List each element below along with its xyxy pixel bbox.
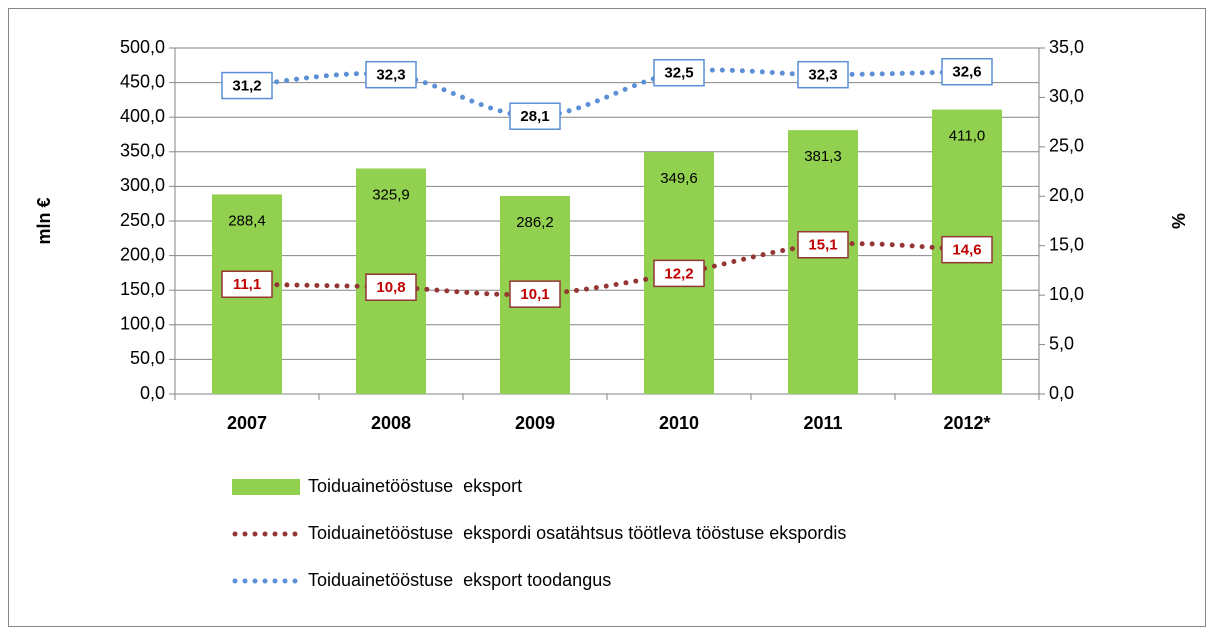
bar-value-label: 411,0: [949, 128, 985, 145]
y2-axis-title: %: [1169, 213, 1189, 229]
y-tick-label: 500,0: [120, 37, 165, 57]
y-tick-label: 400,0: [120, 106, 165, 126]
data-label-box: [221, 71, 273, 100]
chart-frame: [8, 8, 1206, 627]
x-tick-label: 2011: [803, 413, 842, 433]
line-value-label: 32,6: [952, 64, 981, 81]
data-label-box: [653, 58, 705, 87]
x-tick-label: 2009: [515, 413, 555, 433]
line-value-label: 10,8: [376, 279, 405, 296]
y-tick-label: 50,0: [130, 348, 165, 368]
line-value-label: 28,1: [520, 108, 549, 125]
data-label-box: [797, 60, 849, 89]
data-label-box: [221, 270, 273, 299]
bar: [788, 130, 858, 395]
y2-tick-label: 15,0: [1049, 234, 1084, 254]
y2-tick-label: 35,0: [1049, 37, 1084, 57]
line-value-label: 15,1: [808, 237, 837, 254]
line-value-label: 32,3: [808, 67, 837, 84]
y-axis-title: mln €: [34, 197, 54, 244]
bar-value-label: 349,6: [660, 170, 698, 187]
y-tick-label: 100,0: [120, 314, 165, 334]
y-tick-label: 250,0: [120, 210, 165, 230]
y2-tick-label: 30,0: [1049, 86, 1084, 106]
bar-value-label: 381,3: [804, 148, 842, 165]
y2-tick-label: 5,0: [1049, 333, 1074, 353]
data-label-box: [365, 273, 417, 301]
line-value-label: 11,1: [233, 276, 261, 293]
line-value-label: 14,6: [952, 242, 981, 259]
line-value-label: 10,1: [520, 286, 549, 303]
y-tick-label: 300,0: [120, 175, 165, 195]
data-label-box: [509, 102, 561, 130]
y2-tick-label: 0,0: [1049, 383, 1074, 403]
data-label-box: [509, 280, 561, 308]
bar-value-label: 286,2: [516, 214, 554, 231]
legend-swatch: [232, 479, 300, 495]
line-value-label: 31,2: [232, 78, 261, 95]
line-value-label: 12,2: [664, 265, 693, 282]
y2-tick-label: 25,0: [1049, 136, 1084, 156]
data-label-box: [365, 60, 417, 89]
legend-label: Toiduainetööstuse ekspordi osatähtsus tö…: [308, 523, 846, 543]
y2-tick-label: 10,0: [1049, 284, 1084, 304]
y-tick-label: 150,0: [120, 279, 165, 299]
y-tick-label: 200,0: [120, 244, 165, 264]
bar-value-label: 288,4: [228, 212, 266, 229]
data-label-box: [797, 230, 849, 259]
x-tick-label: 2008: [371, 413, 411, 433]
data-label-box: [941, 57, 993, 86]
legend-label: Toiduainetööstuse eksport: [308, 476, 522, 496]
x-tick-label: 2010: [659, 413, 699, 433]
line-value-label: 32,5: [664, 65, 693, 82]
y-tick-label: 0,0: [140, 383, 165, 403]
y-tick-label: 350,0: [120, 141, 165, 161]
legend-label: Toiduainetööstuse eksport toodangus: [308, 570, 611, 590]
data-label-box: [653, 259, 705, 288]
y2-tick-label: 20,0: [1049, 185, 1084, 205]
x-tick-label: 2007: [227, 413, 267, 433]
line-value-label: 32,3: [376, 67, 405, 84]
y-tick-label: 450,0: [120, 71, 165, 91]
bar-value-label: 325,9: [372, 186, 410, 203]
x-tick-label: 2012*: [943, 413, 990, 433]
data-label-box: [941, 235, 993, 264]
